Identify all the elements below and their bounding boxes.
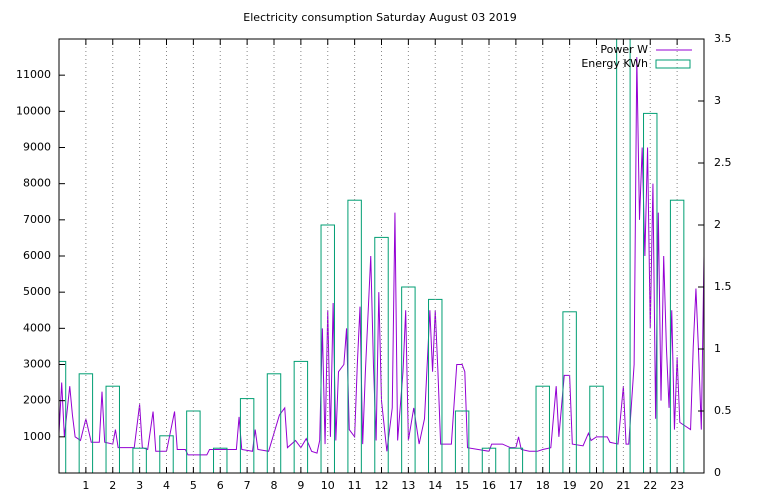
- y-tick-label: 4000: [23, 321, 51, 334]
- y2-tick-label: 1.5: [714, 280, 732, 293]
- legend-swatch: [655, 59, 691, 69]
- energy-bar: [481, 447, 497, 473]
- y-tick-label: 5000: [23, 285, 51, 298]
- energy-bar: [643, 112, 658, 473]
- energy-bar: [239, 398, 255, 473]
- y-tick-label: 7000: [23, 213, 51, 226]
- energy-bar: [132, 447, 147, 473]
- energy-bar: [589, 385, 604, 473]
- x-tick-label: 12: [375, 479, 389, 492]
- y-tick-label: 6000: [23, 249, 51, 262]
- y2-tick-label: 2.5: [714, 156, 732, 169]
- x-tick-label: 9: [297, 479, 304, 492]
- x-tick-label: 19: [563, 479, 577, 492]
- energy-bar: [535, 385, 550, 473]
- energy-bar: [374, 236, 389, 473]
- x-tick-label: 3: [136, 479, 143, 492]
- x-tick-label: 2: [109, 479, 116, 492]
- x-tick-label: 14: [428, 479, 442, 492]
- y-tick-label: 1000: [23, 430, 51, 443]
- energy-bar: [320, 224, 335, 473]
- y2-tick-label: 0: [714, 466, 721, 479]
- x-tick-label: 5: [190, 479, 197, 492]
- y-tick-label: 3000: [23, 358, 51, 371]
- y-tick-label: 2000: [23, 394, 51, 407]
- y2-tick-label: 0.5: [714, 404, 732, 417]
- x-tick-label: 17: [509, 479, 523, 492]
- y2-tick-label: 1: [714, 342, 721, 355]
- x-tick-label: 23: [670, 479, 684, 492]
- energy-bar: [213, 447, 228, 473]
- x-tick-label: 4: [163, 479, 170, 492]
- energy-bar: [508, 447, 524, 473]
- y-tick-label: 10000: [16, 104, 51, 117]
- x-tick-label: 13: [401, 479, 415, 492]
- chart-title: Electricity consumption Saturday August …: [243, 11, 516, 24]
- y2-tick-label: 2: [714, 218, 721, 231]
- plot-area: [59, 39, 704, 473]
- y-tick-label: 8000: [23, 177, 51, 190]
- energy-bar: [105, 385, 120, 473]
- legend-label: Energy KWh: [581, 57, 648, 70]
- x-tick-label: 10: [321, 479, 335, 492]
- x-tick-label: 1: [82, 479, 89, 492]
- y-tick-label: 9000: [23, 141, 51, 154]
- x-tick-label: 21: [616, 479, 630, 492]
- x-tick-label: 16: [482, 479, 496, 492]
- power-line: [59, 57, 704, 456]
- x-tick-label: 6: [217, 479, 224, 492]
- y-tick-label: 11000: [16, 68, 51, 81]
- x-tick-label: 18: [536, 479, 550, 492]
- energy-bar: [59, 360, 67, 473]
- y2-tick-label: 3: [714, 94, 721, 107]
- y2-tick-label: 3.5: [714, 32, 732, 45]
- x-tick-label: 11: [348, 479, 362, 492]
- x-tick-label: 8: [271, 479, 278, 492]
- x-tick-label: 15: [455, 479, 469, 492]
- legend-label: Power W: [600, 43, 648, 56]
- x-tick-label: 20: [590, 479, 604, 492]
- x-tick-label: 22: [643, 479, 657, 492]
- x-tick-label: 7: [244, 479, 251, 492]
